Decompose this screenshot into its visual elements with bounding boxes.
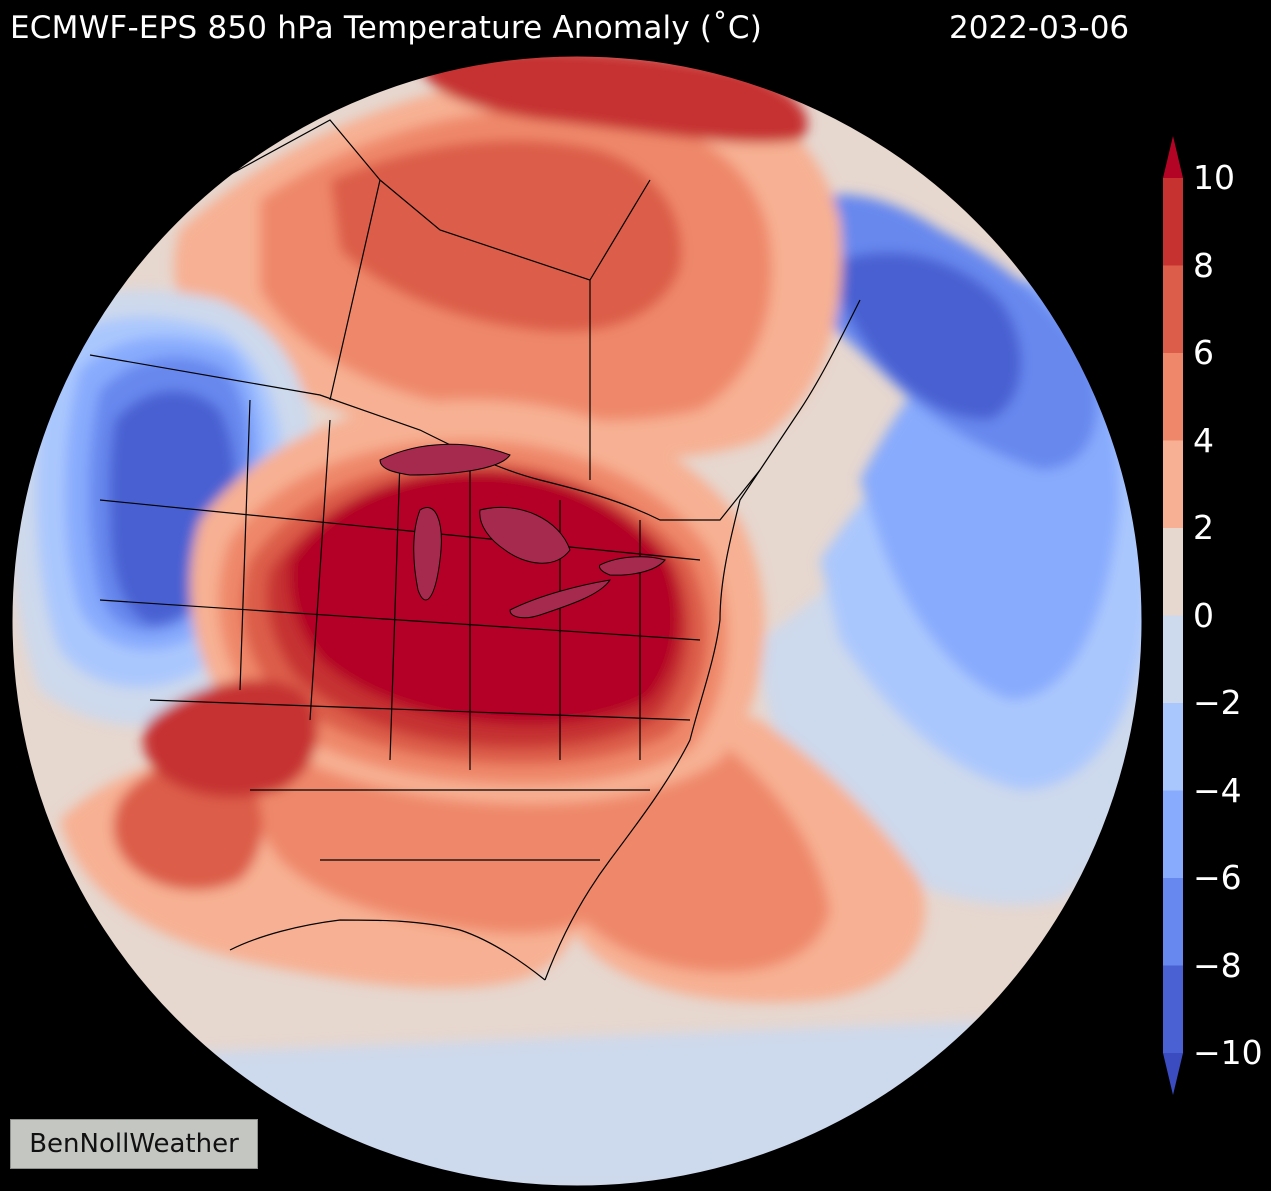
colorbar-tick-label: −10 [1193,1033,1263,1072]
colorbar-tick-label: 0 [1193,595,1214,635]
colorbar-band [1163,790,1183,879]
lake-erie [509,579,612,619]
colorbar-band [1163,878,1183,966]
colorbar-band [1163,265,1183,354]
great-lakes [379,443,666,619]
state-lines-1 [239,399,641,770]
arctic-warm-4 [420,56,808,143]
globe-rim [11,55,1143,1187]
lake-ontario [599,556,666,576]
globe [12,56,1142,1186]
colorbar-tick-label: 8 [1193,245,1214,285]
colorbar [1163,136,1183,1095]
map-title: ECMWF-EPS 850 hPa Temperature Anomaly (˚… [10,10,763,46]
canada-warm-3 [330,140,682,333]
coastline-gulf [229,919,546,981]
colorbar-band [1163,703,1183,791]
colorbar-tick-label: −4 [1193,770,1242,810]
lake-huron [479,506,571,564]
colorbar-tick-label: 6 [1193,333,1214,372]
colorbar-extend-min [1163,1053,1183,1095]
colorbar-band [1163,178,1183,266]
colorbar-tick-label: −6 [1193,858,1242,897]
boundaries [89,119,861,981]
coastline-east [544,299,861,981]
great-lakes-hot-core [288,470,680,726]
newfoundland-cold [837,252,1022,420]
map-date: 2022-03-06 [949,10,1130,46]
state-lines-2 [99,499,701,861]
watermark-badge: BenNollWeather [10,1119,258,1169]
lake-michigan [413,507,442,601]
colorbar-band [1163,528,1183,616]
colorbar-band [1163,965,1183,1054]
colorbar-band [1163,353,1183,441]
canada-provinces [219,119,651,480]
border-us-canada [89,354,761,521]
colorbar-tick-label: −2 [1193,683,1242,722]
colorbar-extend-max [1163,136,1183,178]
anomaly-field [12,56,1142,1186]
colorbar-tick-label: 4 [1193,420,1214,460]
colorbar-band [1163,615,1183,704]
atlantic-warm-2 [555,743,830,973]
colorbar-tick-label: 2 [1193,508,1214,547]
lake-superior [379,443,511,476]
plains-warm [143,680,318,798]
colorbar-tick-label: −8 [1193,945,1242,985]
colorbar-band [1163,440,1183,529]
colorbar-tick-label: 10 [1193,158,1235,197]
